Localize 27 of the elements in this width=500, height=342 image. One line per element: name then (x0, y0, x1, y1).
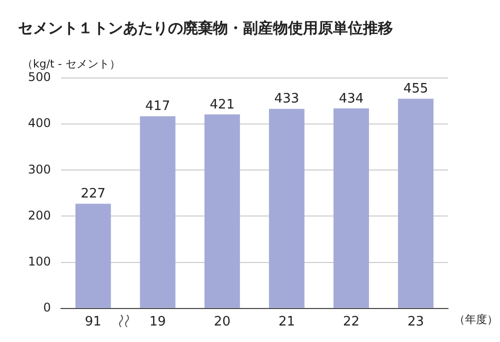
y-tick-label: 0 (43, 300, 51, 315)
y-tick-label: 500 (28, 70, 51, 84)
x-tick-label: 19 (149, 314, 166, 330)
x-axis-title: （年度） (454, 312, 498, 326)
bar (204, 114, 240, 308)
data-label: 455 (403, 82, 428, 97)
x-tick-label: 91 (84, 314, 102, 330)
x-tick-label: 21 (278, 314, 295, 330)
bar (140, 116, 176, 308)
bar (75, 204, 111, 308)
y-tick-label: 100 (28, 254, 51, 268)
data-label: 227 (80, 186, 106, 202)
chart-title: セメント１トンあたりの廃棄物・副産物使用原単位推移 (18, 18, 393, 37)
y-axis-title: （kg/t - セメント） (22, 57, 120, 70)
data-label: 434 (338, 91, 364, 106)
x-tick-label: 20 (214, 314, 230, 330)
y-tick-label: 200 (28, 208, 51, 222)
x-tick-label: 22 (342, 314, 360, 330)
y-tick-label: 300 (28, 162, 51, 176)
data-label: 421 (210, 97, 235, 112)
data-label: 433 (274, 92, 300, 107)
bar (398, 98, 434, 308)
data-label: 417 (145, 99, 170, 114)
y-tick-label: 400 (28, 116, 51, 130)
bar (268, 108, 304, 308)
x-tick-label: 23 (407, 314, 424, 330)
bar (333, 108, 369, 308)
